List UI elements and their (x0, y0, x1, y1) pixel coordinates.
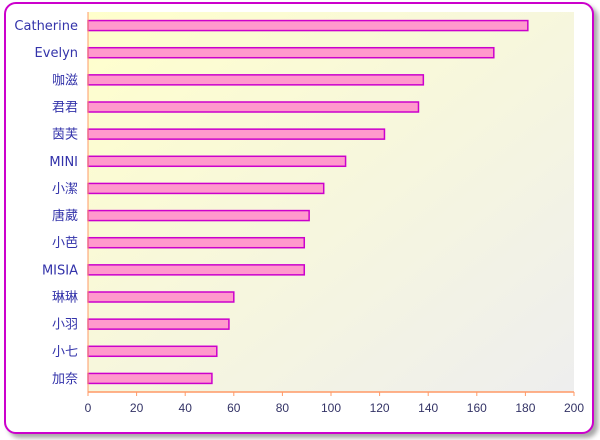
bar-6 (87, 182, 325, 195)
bar-5 (87, 155, 347, 168)
category-label-8: 小芭 (52, 236, 78, 251)
x-tick-label-6: 120 (370, 401, 390, 415)
x-axis: 0 20 40 60 80 100 120 140 160 180 200 (85, 12, 584, 415)
x-tick-label-9: 180 (515, 401, 535, 415)
bar-2 (87, 74, 425, 86)
bar-12 (87, 345, 218, 358)
bar-13 (87, 372, 213, 385)
category-label-1: Evelyn (35, 46, 78, 61)
bar-7 (87, 209, 310, 222)
bar-1 (87, 46, 495, 59)
category-label-9: MISIA (42, 263, 78, 278)
x-tick-label-4: 80 (276, 401, 290, 415)
x-tick-label-8: 160 (467, 401, 487, 415)
x-tick-label-2: 40 (179, 401, 193, 415)
bar-4 (87, 128, 386, 140)
x-tick-label-3: 60 (227, 401, 241, 415)
x-tick-label-10: 200 (564, 401, 584, 415)
category-label-2: 咖滋 (52, 73, 78, 88)
bar-10 (87, 291, 235, 303)
category-label-11: 小羽 (52, 318, 78, 333)
category-label-0: Catherine (14, 19, 78, 34)
bar-11 (87, 318, 230, 330)
category-label-12: 小七 (52, 345, 78, 360)
x-tick-label-7: 140 (418, 401, 438, 415)
x-tick-label-0: 0 (85, 401, 92, 415)
bar-8 (87, 236, 306, 249)
bar-9 (87, 264, 306, 276)
category-label-4: 茵芙 (52, 128, 78, 143)
x-tick-label-1: 20 (130, 401, 144, 415)
bar-3 (87, 101, 420, 113)
bars-group (87, 19, 529, 385)
category-label-3: 君君 (52, 101, 78, 116)
category-label-13: 加奈 (52, 372, 78, 387)
plot-area (88, 12, 574, 392)
bar-0 (87, 19, 529, 32)
category-label-7: 唐葳 (52, 208, 78, 224)
category-label-6: 小潔 (52, 182, 78, 197)
category-label-5: MINI (49, 155, 78, 170)
x-tick-label-5: 100 (321, 401, 341, 415)
category-label-10: 琳琳 (52, 291, 78, 306)
